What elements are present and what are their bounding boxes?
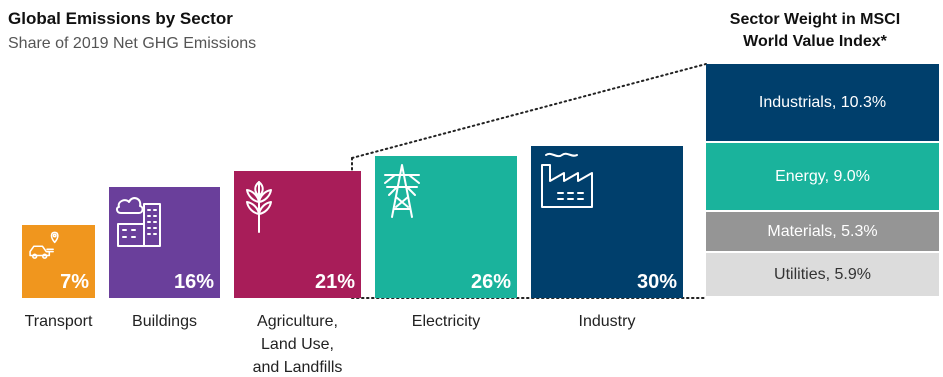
- sector-label: Buildings: [105, 310, 225, 333]
- data-label: 7%: [60, 271, 89, 293]
- msci-title-line-1: Sector Weight in MSCI: [729, 11, 901, 28]
- sector-square: 16%: [109, 187, 220, 298]
- sector-label-line: Industry: [578, 313, 636, 330]
- chart-title: Global Emissions by Sector: [8, 9, 233, 28]
- weight-bar: Materials, 5.3%: [706, 212, 939, 251]
- sector-square: 30%: [531, 146, 683, 298]
- sector-square: 7%: [22, 225, 95, 298]
- sector-label-line: Agriculture,: [257, 313, 338, 330]
- buildings-icon: [114, 192, 166, 257]
- factory-icon: [536, 151, 596, 218]
- sector-label-line: Electricity: [411, 313, 481, 330]
- data-label: 21%: [314, 271, 355, 293]
- sector-label-line: Transport: [24, 313, 93, 330]
- wheat-icon: [239, 176, 279, 241]
- sector-square: 21%: [234, 171, 361, 298]
- weight-bar: Energy, 9.0%: [706, 143, 939, 210]
- data-label: 16%: [173, 271, 214, 293]
- sector-label-line: Buildings: [132, 313, 197, 330]
- weight-bar: Industrials, 10.3%: [706, 64, 939, 141]
- sector-label: Transport: [0, 310, 119, 333]
- chart-subtitle: Share of 2019 Net GHG Emissions: [8, 35, 257, 52]
- sector-square: 26%: [375, 156, 517, 298]
- sector-label-line: and Landfills: [252, 359, 343, 376]
- weight-bar: Utilities, 5.9%: [706, 253, 939, 296]
- car-pin-icon: [27, 230, 67, 269]
- data-label: 30%: [636, 271, 677, 293]
- sector-label: Industry: [547, 310, 667, 333]
- data-label: 26%: [470, 271, 511, 293]
- sector-label-line: Land Use,: [261, 336, 334, 353]
- power-tower-icon: [380, 161, 424, 226]
- sector-label: Agriculture, Land Use, and Landfills: [238, 310, 358, 377]
- sector-label: Electricity: [386, 310, 506, 333]
- msci-title-line-2: World Value Index*: [743, 33, 887, 50]
